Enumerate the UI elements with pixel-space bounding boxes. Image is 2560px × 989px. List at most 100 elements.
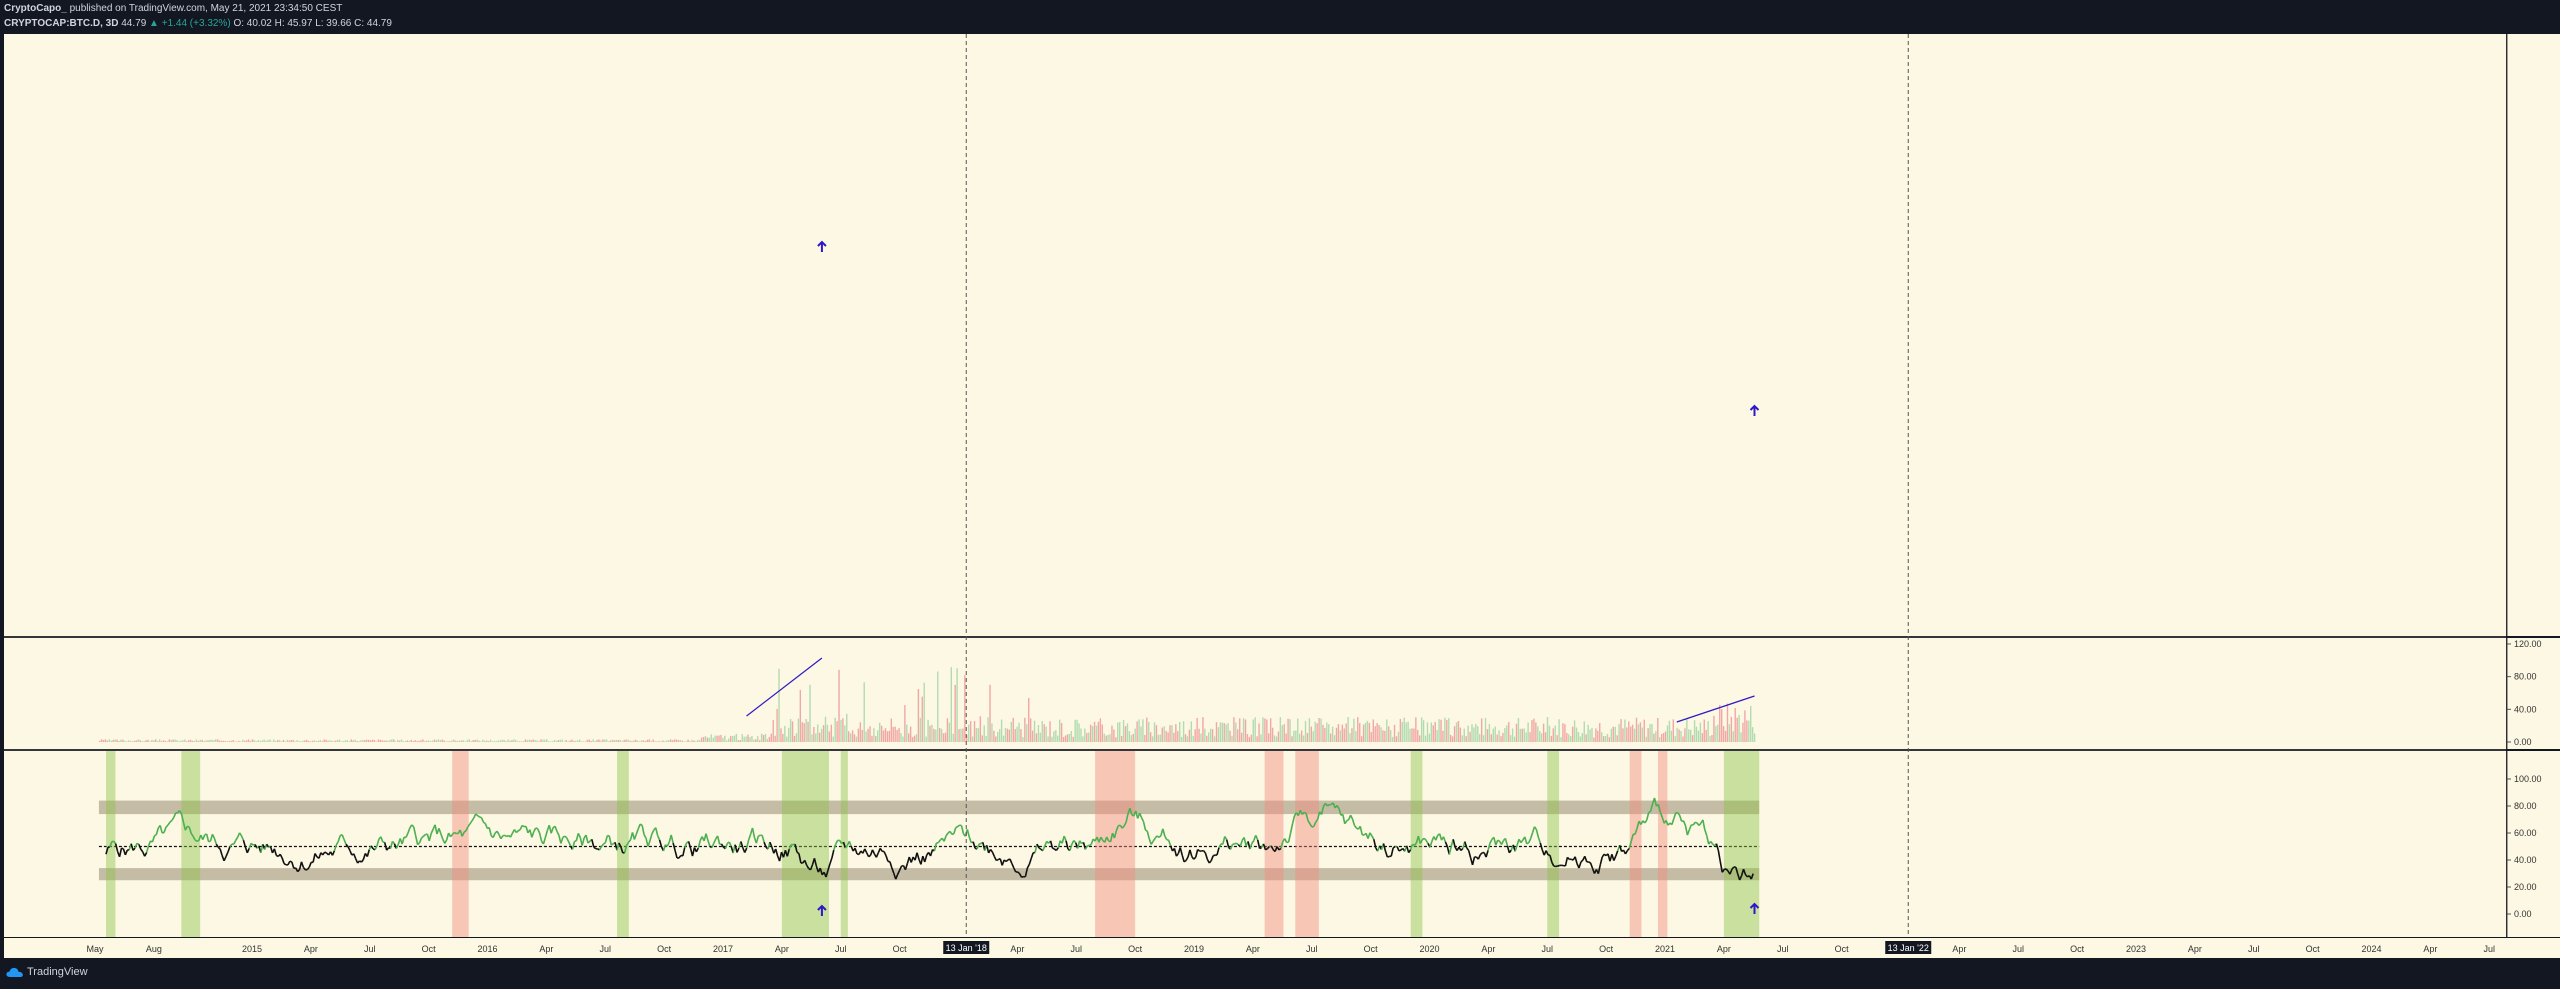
rsi-line-segment — [1589, 862, 1594, 869]
rsi-line-segment — [1603, 853, 1607, 857]
rsi-line-segment — [889, 861, 893, 869]
rsi-line-segment — [1162, 828, 1166, 837]
rsi-line-segment — [654, 827, 659, 836]
volume-bar — [1753, 733, 1756, 742]
rsi-line-segment — [684, 842, 688, 848]
volume-bar — [445, 741, 447, 742]
volume-bar — [1521, 728, 1524, 742]
rsi-bottom-arrow — [817, 904, 827, 916]
volume-bar — [1326, 722, 1328, 742]
volume-bar — [383, 740, 385, 742]
volume-axis[interactable] — [2507, 638, 2560, 749]
rsi-line-segment — [386, 847, 390, 851]
rsi-line-segment — [1007, 858, 1011, 861]
volume-bar — [1148, 721, 1150, 742]
volume-bar — [1583, 721, 1585, 742]
volume-bar — [1128, 731, 1131, 742]
price-axis[interactable] — [2507, 34, 2560, 636]
rsi-green-highlight — [1547, 751, 1560, 937]
time-tick-label: Apr — [2188, 944, 2202, 954]
rsi-line-segment — [1613, 855, 1617, 861]
volume-bar — [1734, 708, 1736, 742]
rsi-line-segment — [1262, 843, 1267, 851]
rsi-line-segment — [1419, 839, 1423, 844]
rsi-line-segment — [521, 824, 525, 828]
volume-bar — [335, 740, 337, 742]
author-name[interactable]: CryptoCapo_ — [4, 3, 67, 14]
rsi-line-segment — [1464, 841, 1468, 849]
rsi-line-segment — [339, 833, 343, 837]
volume-bar — [1262, 717, 1264, 742]
rsi-line-segment — [395, 844, 400, 849]
volume-bar — [575, 740, 577, 742]
rsi-line-segment — [347, 846, 351, 851]
volume-bar — [526, 740, 529, 742]
volume-bar — [271, 741, 273, 742]
volume-bar — [851, 730, 854, 742]
rsi-line-segment — [554, 825, 558, 832]
volume-bar — [937, 671, 939, 742]
rsi-line-segment — [883, 851, 887, 857]
volume-bar — [739, 740, 742, 742]
price-panel[interactable] — [4, 34, 2506, 636]
symbol-label[interactable]: CRYPTOCAP:BTC.D, 3D — [4, 18, 119, 29]
volume-bar — [124, 740, 126, 742]
volume-bar — [155, 739, 157, 742]
volume-bar — [1091, 726, 1094, 742]
rsi-line-segment — [1659, 811, 1663, 818]
rsi-line-segment — [428, 833, 432, 842]
volume-bar — [348, 741, 351, 742]
rsi-line-segment — [1001, 859, 1005, 866]
rsi-line-segment — [1123, 821, 1127, 827]
rsi-axis[interactable] — [2507, 751, 2560, 937]
rsi-line-segment — [1239, 840, 1243, 847]
tradingview-logo[interactable]: TradingView — [6, 966, 88, 978]
volume-bar — [838, 669, 840, 742]
rsi-line-segment — [885, 855, 889, 862]
rsi-line-segment — [1100, 836, 1104, 841]
volume-bar — [582, 741, 585, 742]
volume-bar — [1117, 722, 1119, 742]
rsi-line-segment — [233, 840, 237, 845]
rsi-line-segment — [1645, 812, 1650, 821]
volume-bar — [950, 667, 953, 742]
volume-bar — [402, 741, 405, 742]
volume-bar — [1728, 724, 1731, 742]
time-tick-label: Oct — [2306, 944, 2321, 954]
rsi-tick-label: 40.00 — [2514, 855, 2537, 865]
volume-bar — [1413, 728, 1415, 742]
volume-tick-label: 120.00 — [2514, 639, 2542, 649]
rsi-line-segment — [871, 849, 876, 855]
volume-bar — [100, 739, 103, 742]
chart-canvas[interactable]: 104.0096.0088.0083.0078.0073.0067.0063.0… — [0, 34, 2560, 958]
time-axis[interactable] — [4, 938, 2560, 958]
rsi-line-segment — [1719, 861, 1724, 873]
volume-bar — [809, 684, 811, 742]
volume-bar — [1444, 717, 1446, 742]
rsi-line-segment — [138, 844, 142, 850]
rsi-line-segment — [1026, 864, 1030, 869]
volume-bar — [1391, 736, 1394, 742]
volume-bar — [923, 682, 925, 742]
rsi-line-segment — [300, 861, 305, 868]
volume-bar — [273, 739, 275, 742]
volume-bar — [460, 740, 463, 742]
volume-bar — [1171, 725, 1173, 742]
volume-bar — [863, 682, 865, 742]
chart-header: CryptoCapo_ published on TradingView.com… — [0, 0, 2560, 34]
volume-bar — [673, 739, 676, 742]
volume-bar — [317, 740, 320, 742]
rsi-line-segment — [1421, 837, 1425, 841]
rsi-line-segment — [751, 827, 756, 838]
rsi-line-segment — [182, 822, 187, 831]
rsi-panel[interactable] — [4, 751, 2506, 937]
rsi-line-segment — [1270, 845, 1274, 851]
volume-bar — [1461, 735, 1464, 742]
volume-bar — [737, 740, 740, 742]
volume-bar — [1628, 721, 1630, 742]
volume-bar — [1449, 734, 1452, 742]
volume-bar — [995, 736, 997, 742]
volume-bar — [1498, 730, 1500, 742]
volume-bar — [1693, 720, 1696, 742]
volume-bar — [1688, 729, 1690, 742]
